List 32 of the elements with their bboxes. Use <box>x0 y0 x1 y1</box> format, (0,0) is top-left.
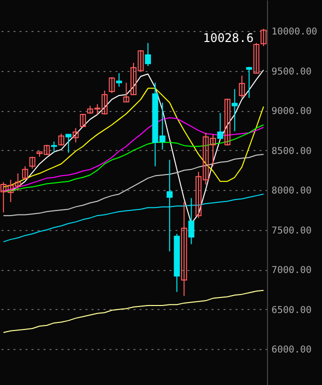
candlestick <box>123 82 130 102</box>
y-tick-label: 8000.00 <box>272 186 312 197</box>
y-tick-label: 9500.00 <box>272 66 312 78</box>
candlestick <box>72 128 79 143</box>
candlestick <box>224 98 230 146</box>
y-tick-label: 8500.00 <box>272 146 312 157</box>
candlestick <box>58 133 64 146</box>
candlestick <box>116 72 122 88</box>
candlestick <box>22 166 28 180</box>
candlestick <box>181 202 188 296</box>
candlestick <box>246 66 252 98</box>
line-series <box>2 194 264 242</box>
line-series <box>2 290 264 333</box>
candlestick <box>108 76 115 94</box>
y-tick-label: 7500.00 <box>272 225 312 236</box>
candlestick <box>238 75 245 98</box>
candlestick <box>65 134 72 154</box>
annotation: 10028.6 <box>202 31 254 45</box>
candlestick <box>80 113 86 128</box>
candlestick <box>29 156 36 170</box>
candlestick <box>188 198 194 245</box>
y-tick-label: 7000.00 <box>272 265 312 276</box>
candlestick <box>144 42 151 67</box>
candlestick <box>166 159 173 252</box>
candlestick <box>51 141 58 154</box>
candlestick <box>217 112 224 140</box>
candlestick <box>232 88 238 132</box>
y-tick-label: 9000.00 <box>272 106 312 118</box>
y-tick-label: 6000.00 <box>272 344 312 356</box>
y-tick-label: 10000.00 <box>272 26 318 38</box>
y-tick-label: 6500.00 <box>272 304 312 316</box>
line-series <box>2 154 264 216</box>
